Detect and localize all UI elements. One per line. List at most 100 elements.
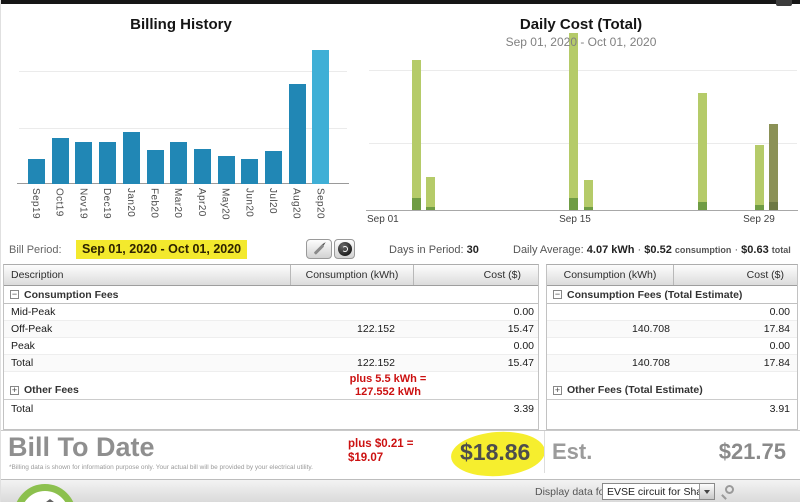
bill-to-date-section: Bill To Date *Billing data is shown for …: [1, 428, 800, 480]
table-row: 140.708 17.84: [547, 321, 797, 338]
dropdown-chevron-button[interactable]: [699, 484, 714, 499]
gridline: [369, 143, 797, 144]
billing-bar-Mar20[interactable]: [170, 142, 188, 184]
daily-cost-bar-Sep-16: [583, 180, 593, 210]
table-row-peak: Peak 0.00: [4, 338, 538, 355]
billing-x-tick-Mar20: Mar20: [172, 188, 184, 219]
billing-x-tick-Feb20: Feb20: [148, 188, 160, 219]
x-axis-line: [366, 210, 798, 211]
collapse-icon[interactable]: −: [10, 289, 19, 299]
col-header-description: Description: [11, 269, 64, 281]
group-row-other-fees-estimate: + Other Fees (Total Estimate): [547, 381, 797, 399]
billing-bar-Sep19[interactable]: [28, 159, 45, 184]
daily-average-consumption-label: consumption: [674, 245, 732, 255]
estimate-label: Est.: [552, 439, 593, 464]
daily-average: Daily Average: 4.07 kWh · $0.52 consumpt…: [513, 244, 791, 256]
actual-bill-table: Description Consumption (kWh) Cost ($) −…: [3, 264, 539, 430]
billing-history-title: Billing History: [130, 16, 232, 33]
group-row-consumption-fees: − Consumption Fees: [4, 286, 538, 304]
x-tick-sep15: Sep 15: [559, 214, 591, 225]
search-button[interactable]: [721, 485, 734, 500]
billing-bar-Apr20[interactable]: [193, 149, 211, 184]
x-tick-sep01: Sep 01: [367, 214, 399, 225]
billing-bar-Nov19[interactable]: [75, 142, 93, 184]
titlebar-icon-fragment: [776, 0, 792, 6]
top-border-bar: [1, 0, 800, 4]
expand-icon[interactable]: +: [10, 384, 19, 395]
billing-x-tick-Jul20: Jul20: [267, 188, 278, 214]
billing-x-tick-Apr20: Apr20: [195, 188, 207, 217]
daily-cost-bar-base-segment: [569, 198, 579, 210]
reset-bill-period-button[interactable]: [334, 239, 355, 259]
group-row-consumption-fees-estimate: − Consumption Fees (Total Estimate): [547, 286, 797, 304]
daily-cost-bar-Sep-15: [569, 33, 579, 210]
billing-x-tick-May20: May20: [219, 188, 231, 221]
daily-average-consumption-value: $0.52: [644, 244, 672, 256]
gridline: [369, 70, 797, 71]
divider: [544, 431, 545, 473]
group-label: Consumption Fees: [24, 288, 119, 301]
billing-x-tick-Jan20: Jan20: [124, 188, 136, 218]
table-row: 0.00: [547, 304, 797, 321]
bill-to-date-label: Bill To Date: [8, 432, 155, 462]
table-row: 140.708 17.84: [547, 355, 797, 372]
table-row-mid-peak: Mid-Peak 0.00: [4, 304, 538, 321]
house-roof-icon: [33, 499, 67, 502]
expand-icon[interactable]: +: [553, 384, 562, 395]
chevron-down-icon: [704, 489, 710, 494]
group-row-other-fees: + Other Fees: [4, 381, 538, 399]
group-label: Other Fees: [24, 384, 79, 396]
daily-cost-bar-Sep-04: [411, 60, 421, 210]
edit-bill-period-button[interactable]: [306, 239, 332, 259]
billing-bar-Dec19[interactable]: [99, 142, 117, 184]
billing-bar-Feb20[interactable]: [146, 150, 164, 184]
pencil-icon: [313, 243, 325, 255]
daily-cost-chart: Daily Cost (Total) Sep 01, 2020 - Oct 01…: [361, 4, 800, 234]
table-row: 0.00: [547, 338, 797, 355]
bill-annotation: plus $0.21 = $19.07: [348, 438, 414, 464]
col-header-cost: Cost ($): [673, 265, 797, 285]
estimate-amount: $21.75: [718, 439, 786, 464]
table-row-total: Total 122.152 15.47: [4, 355, 538, 372]
days-in-period: Days in Period: 30: [389, 244, 479, 256]
billing-x-tick-Oct19: Oct19: [53, 188, 65, 217]
bill-period-row: Bill Period: Sep 01, 2020 - Oct 01, 2020…: [1, 236, 800, 263]
daily-cost-bar-base-segment: [755, 205, 765, 210]
billing-x-tick-Aug20: Aug20: [290, 188, 302, 219]
daily-cost-bar-base-segment: [697, 202, 707, 210]
daily-cost-bar-Sep-24: [697, 93, 707, 210]
daily-cost-subtitle: Sep 01, 2020 - Oct 01, 2020: [505, 35, 657, 49]
daily-average-kwh: 4.07 kWh: [586, 244, 635, 256]
other-fees-zone: plus 5.5 kWh = 127.552 kWh + Other Fees: [4, 372, 538, 400]
billing-bar-Oct19[interactable]: [51, 138, 69, 184]
billing-bar-Jun20[interactable]: [241, 159, 259, 184]
days-in-period-label: Days in Period:: [389, 244, 464, 256]
display-data-select[interactable]: EVSE circuit for Sharon: [602, 483, 715, 500]
footer-bar: Display data for: EVSE circuit for Sharo…: [1, 479, 800, 502]
col-header-cost: Cost ($): [413, 265, 538, 285]
billing-x-tick-Dec19: Dec19: [101, 188, 113, 219]
search-icon: [725, 485, 734, 494]
selected-circuit: EVSE circuit for Sharon: [607, 486, 699, 498]
billing-x-tick-Nov19: Nov19: [77, 188, 89, 219]
brand-logo: [14, 484, 76, 502]
gridline: [19, 71, 347, 72]
reset-icon: [337, 242, 352, 256]
billing-bar-Aug20[interactable]: [288, 84, 306, 184]
daily-cost-bar-Sep-28: [755, 145, 765, 210]
billing-bar-Jul20[interactable]: [265, 151, 282, 184]
billing-bar-Sep20[interactable]: [312, 50, 330, 184]
billing-x-tick-Jun20: Jun20: [243, 188, 255, 218]
gridline: [19, 128, 347, 129]
daily-average-label: Daily Average:: [513, 244, 584, 256]
table-row-other-fees-total: 3.91: [769, 402, 790, 415]
daily-cost-title: Daily Cost (Total): [519, 16, 643, 33]
collapse-icon[interactable]: −: [553, 289, 562, 299]
daily-cost-bar-base-segment: [411, 198, 421, 210]
bill-period-label: Bill Period:: [9, 244, 62, 256]
billing-bar-Jan20[interactable]: [122, 132, 140, 184]
table-header-row: Description Consumption (kWh) Cost ($): [4, 265, 538, 286]
billing-bar-May20[interactable]: [217, 156, 235, 184]
display-data-label: Display data for:: [535, 486, 611, 498]
